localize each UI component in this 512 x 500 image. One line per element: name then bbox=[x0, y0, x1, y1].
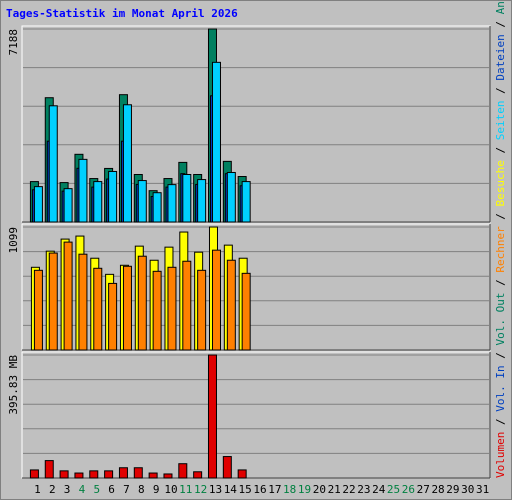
legend-entry: Seiten bbox=[494, 100, 507, 140]
x-tick-label: 4 bbox=[79, 483, 86, 496]
x-tick-label: 25 bbox=[387, 483, 400, 496]
x-tick-label: 23 bbox=[357, 483, 370, 496]
x-tick-label: 1 bbox=[34, 483, 41, 496]
x-tick-label: 21 bbox=[328, 483, 341, 496]
bar bbox=[48, 252, 58, 351]
x-tick-label: 18 bbox=[283, 483, 296, 496]
legend-entry: Anfragen bbox=[494, 0, 507, 14]
bar bbox=[29, 469, 39, 479]
bar bbox=[78, 158, 88, 223]
x-tick-label: 6 bbox=[108, 483, 115, 496]
bar bbox=[211, 61, 221, 223]
bar bbox=[118, 467, 128, 479]
bar bbox=[178, 463, 188, 479]
legend-entry: Volumen bbox=[494, 432, 507, 478]
bar bbox=[108, 282, 118, 351]
panel bbox=[21, 351, 491, 479]
bar bbox=[152, 270, 162, 351]
legend: Volumen / Vol. In / Vol. Out / Rechner /… bbox=[494, 0, 507, 478]
x-tick-label: 20 bbox=[313, 483, 326, 496]
bar bbox=[108, 170, 118, 223]
x-tick-label: 19 bbox=[298, 483, 311, 496]
legend-entry: Besuche bbox=[494, 160, 507, 206]
bar bbox=[167, 184, 177, 223]
bar bbox=[163, 473, 173, 479]
x-tick-label: 8 bbox=[138, 483, 145, 496]
x-tick-label: 12 bbox=[194, 483, 207, 496]
bar bbox=[222, 456, 232, 479]
legend-entry: Dateien bbox=[494, 34, 507, 80]
x-tick-label: 7 bbox=[123, 483, 130, 496]
bar bbox=[207, 354, 217, 479]
bar bbox=[74, 472, 84, 479]
x-tick-label: 30 bbox=[461, 483, 474, 496]
x-tick-label: 28 bbox=[431, 483, 444, 496]
x-tick-label: 31 bbox=[476, 483, 489, 496]
bar bbox=[133, 467, 143, 479]
bar bbox=[137, 255, 147, 351]
legend-entry: Vol. Out bbox=[494, 293, 507, 346]
legend-separator: / bbox=[494, 412, 507, 432]
bar bbox=[63, 188, 73, 223]
bar bbox=[182, 174, 192, 223]
x-tick-label: 27 bbox=[417, 483, 430, 496]
bar bbox=[197, 269, 207, 351]
legend-separator: / bbox=[494, 140, 507, 160]
legend-separator: / bbox=[494, 346, 507, 366]
bar bbox=[78, 253, 88, 351]
x-tick-label: 14 bbox=[224, 483, 238, 496]
bar bbox=[122, 104, 132, 223]
x-tick-label: 2 bbox=[49, 483, 56, 496]
bar bbox=[193, 471, 203, 479]
legend-separator: / bbox=[494, 14, 507, 34]
legend-entry: Vol. In bbox=[494, 365, 507, 411]
x-tick-label: 11 bbox=[179, 483, 192, 496]
x-tick-label: 24 bbox=[372, 483, 386, 496]
bar bbox=[63, 241, 73, 351]
x-tick-label: 3 bbox=[64, 483, 71, 496]
bar bbox=[197, 179, 207, 223]
legend-separator: / bbox=[494, 206, 507, 226]
x-tick-label: 17 bbox=[268, 483, 281, 496]
legend-entry: Rechner bbox=[494, 226, 507, 273]
legend-separator: / bbox=[494, 81, 507, 101]
bar bbox=[226, 259, 236, 351]
x-tick-label: 10 bbox=[164, 483, 177, 496]
x-tick-label: 15 bbox=[239, 483, 252, 496]
x-tick-label: 9 bbox=[153, 483, 160, 496]
y-tick-label: 395.83 MB bbox=[7, 355, 20, 415]
bar bbox=[33, 186, 43, 223]
y-tick-label: 7188 bbox=[7, 29, 20, 56]
x-tick-label: 5 bbox=[93, 483, 100, 496]
x-tick-label: 13 bbox=[209, 483, 222, 496]
bar bbox=[241, 181, 251, 223]
bar bbox=[122, 265, 132, 351]
y-tick-label: 1099 bbox=[7, 227, 20, 254]
chart-title: Tages-Statistik im Monat April 2026 bbox=[6, 7, 238, 20]
bar bbox=[226, 171, 236, 223]
bar bbox=[137, 180, 147, 223]
bar bbox=[211, 249, 221, 351]
bar bbox=[59, 470, 69, 479]
x-tick-label: 16 bbox=[253, 483, 266, 496]
x-tick-label: 22 bbox=[342, 483, 355, 496]
bar bbox=[182, 260, 192, 351]
bar bbox=[93, 267, 103, 351]
bar bbox=[93, 181, 103, 223]
bar bbox=[152, 192, 162, 223]
bar bbox=[241, 272, 251, 351]
bar bbox=[33, 269, 43, 351]
bar bbox=[44, 460, 54, 479]
x-tick-label: 26 bbox=[402, 483, 415, 496]
bar bbox=[89, 470, 99, 479]
bar bbox=[237, 469, 247, 479]
bar bbox=[167, 266, 177, 351]
legend-separator: / bbox=[494, 273, 507, 293]
bar bbox=[148, 472, 158, 479]
x-tick-label: 29 bbox=[446, 483, 459, 496]
bar bbox=[48, 105, 58, 223]
bar bbox=[104, 470, 114, 479]
